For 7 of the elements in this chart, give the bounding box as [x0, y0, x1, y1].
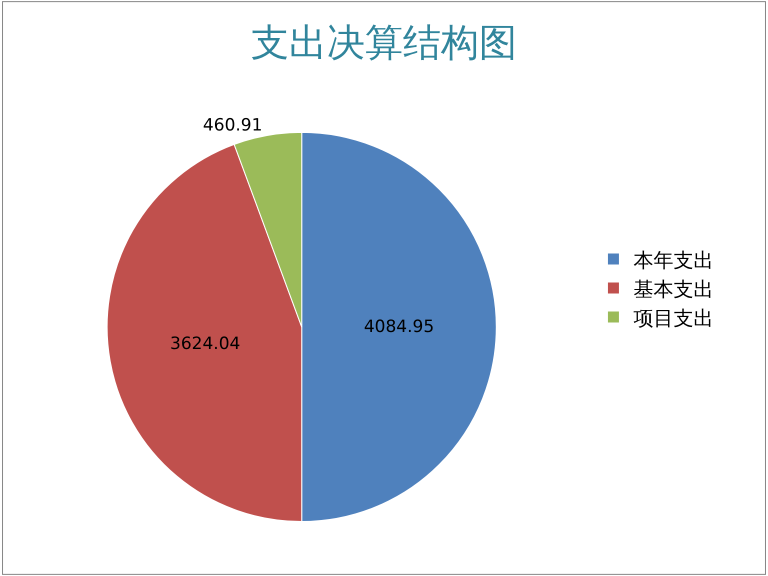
data-label: 3624.04 — [170, 334, 240, 354]
data-label: 460.91 — [202, 116, 262, 136]
data-label: 4084.95 — [364, 316, 434, 337]
legend-label: 本年支出 — [633, 248, 714, 272]
legend-label: 项目支出 — [633, 306, 714, 330]
legend-label: 基本支出 — [633, 276, 714, 301]
chart-title: 支出决算结构图 — [251, 20, 517, 64]
